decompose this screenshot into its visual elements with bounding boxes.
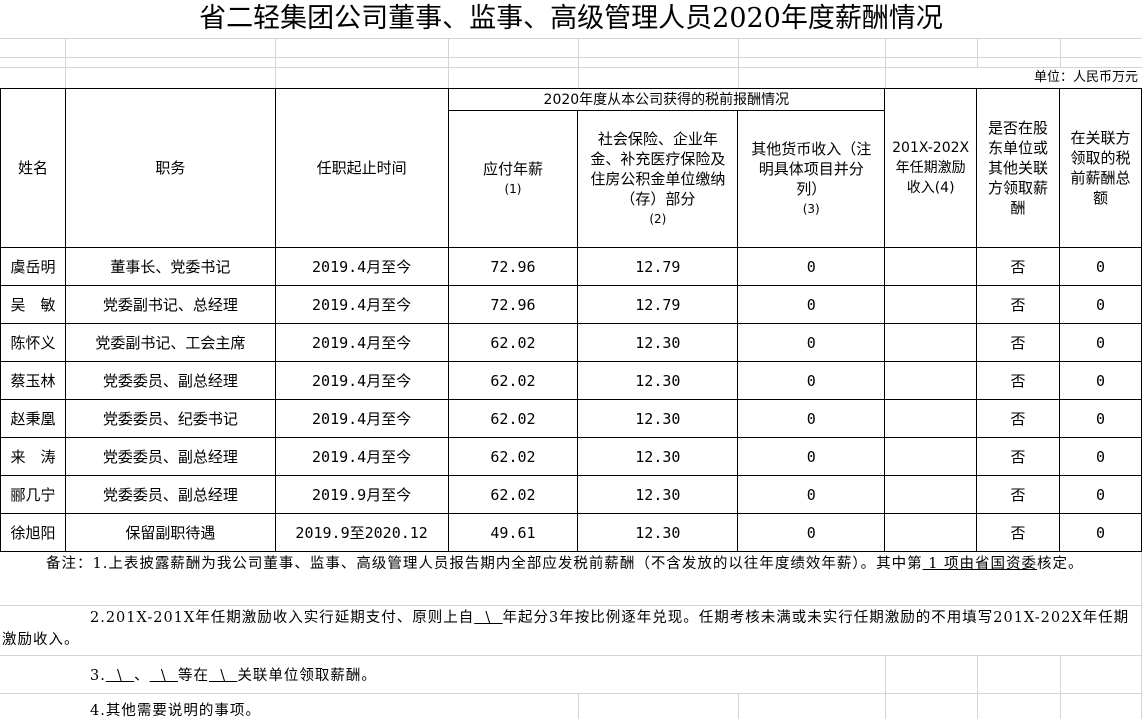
cell-name: 虞岳明 <box>0 247 66 286</box>
cell-term: 2019.4月至今 <box>274 399 449 438</box>
header-name: 姓名 <box>0 88 66 248</box>
cell-salary: 72.96 <box>447 247 579 286</box>
cell-salary: 49.61 <box>447 513 579 552</box>
cell-term: 2019.4月至今 <box>274 247 449 286</box>
cell-term: 2019.9至2020.12 <box>274 513 449 552</box>
cell-name: 陈怀义 <box>0 323 66 362</box>
cell-insurance: 12.30 <box>577 399 739 438</box>
cell-insurance: 12.79 <box>577 247 739 286</box>
unit-label: 单位：人民币万元 <box>1033 70 1138 85</box>
cell-shareholder: 否 <box>976 513 1061 552</box>
cell-other: 0 <box>737 437 886 476</box>
table-row: 虞岳明 董事长、党委书记 2019.4月至今 72.96 12.79 0 否 0 <box>0 247 1142 286</box>
cell-name: 徐旭阳 <box>0 513 66 552</box>
header-salary: 应付年薪 (1) <box>447 110 579 248</box>
cell-other: 0 <box>737 361 886 400</box>
header-group: 2020年度从本公司获得的税前报酬情况 <box>447 88 886 111</box>
header-insurance: 社会保险、企业年金、补充医疗保险及住房公积金单位缴纳（存）部分 (2) <box>577 110 739 248</box>
cell-other: 0 <box>737 399 886 438</box>
cell-incentive <box>884 285 978 324</box>
header-incentive: 201X-202X年任期激励收入(4) <box>884 88 978 248</box>
compensation-table: 姓名 职务 任职起止时间 2020年度从本公司获得的税前报酬情况 201X-20… <box>0 88 1142 552</box>
cell-name: 郦几宁 <box>0 475 66 514</box>
cell-term: 2019.4月至今 <box>274 361 449 400</box>
cell-related: 0 <box>1059 361 1142 400</box>
cell-related: 0 <box>1059 285 1142 324</box>
table-row: 来 涛党委委员、副总经理 2019.4月至今 62.02 12.30 0 否 0 <box>0 437 1142 476</box>
cell-insurance: 12.30 <box>577 437 739 476</box>
cell-shareholder: 否 <box>976 247 1061 286</box>
cell-related: 0 <box>1059 323 1142 362</box>
cell-related: 0 <box>1059 437 1142 476</box>
note-1: 备注：1.上表披露薪酬为我公司董事、监事、高级管理人员报告期内全部应发税前薪酬（… <box>46 556 1084 572</box>
note-4: 4.其他需要说明的事项。 <box>90 703 261 719</box>
cell-term: 2019.4月至今 <box>274 437 449 476</box>
cell-position: 保留副职待遇 <box>64 513 276 552</box>
cell-term: 2019.9月至今 <box>274 475 449 514</box>
cell-salary: 72.96 <box>447 285 579 324</box>
cell-insurance: 12.79 <box>577 285 739 324</box>
cell-other: 0 <box>737 513 886 552</box>
cell-shareholder: 否 <box>976 475 1061 514</box>
cell-shareholder: 否 <box>976 323 1061 362</box>
cell-name: 吴 敏 <box>0 285 66 324</box>
header-position: 职务 <box>64 88 276 248</box>
cell-position: 董事长、党委书记 <box>64 247 276 286</box>
note-2: 2.201X-201X年任期激励收入实行延期支付、原则上自 \ 年起分3年按比例… <box>2 610 1130 648</box>
cell-position: 党委委员、纪委书记 <box>64 399 276 438</box>
cell-related: 0 <box>1059 513 1142 552</box>
cell-insurance: 12.30 <box>577 323 739 362</box>
cell-incentive <box>884 247 978 286</box>
cell-salary: 62.02 <box>447 361 579 400</box>
cell-name: 赵秉凰 <box>0 399 66 438</box>
cell-other: 0 <box>737 247 886 286</box>
cell-shareholder: 否 <box>976 361 1061 400</box>
cell-name: 来 涛 <box>0 437 66 476</box>
cell-insurance: 12.30 <box>577 475 739 514</box>
cell-term: 2019.4月至今 <box>274 285 449 324</box>
cell-other: 0 <box>737 323 886 362</box>
table-row: 赵秉凰 党委委员、纪委书记 2019.4月至今 62.02 12.30 0 否 0 <box>0 399 1142 438</box>
page-title: 省二轻集团公司董事、监事、高级管理人员2020年度薪酬情况 <box>199 3 943 34</box>
table-row: 陈怀义 党委副书记、工会主席 2019.4月至今 62.02 12.30 0 否 0 <box>0 323 1142 362</box>
cell-salary: 62.02 <box>447 437 579 476</box>
cell-position: 党委副书记、工会主席 <box>64 323 276 362</box>
cell-incentive <box>884 513 978 552</box>
table-row: 吴 敏党委副书记、总经理 2019.4月至今 72.96 12.79 0 否 0 <box>0 285 1142 324</box>
cell-salary: 62.02 <box>447 475 579 514</box>
cell-incentive <box>884 437 978 476</box>
cell-incentive <box>884 475 978 514</box>
cell-shareholder: 否 <box>976 437 1061 476</box>
cell-insurance: 12.30 <box>577 361 739 400</box>
cell-position: 党委委员、副总经理 <box>64 475 276 514</box>
cell-salary: 62.02 <box>447 399 579 438</box>
cell-related: 0 <box>1059 475 1142 514</box>
cell-other: 0 <box>737 285 886 324</box>
cell-related: 0 <box>1059 399 1142 438</box>
cell-incentive <box>884 399 978 438</box>
cell-term: 2019.4月至今 <box>274 323 449 362</box>
cell-position: 党委委员、副总经理 <box>64 437 276 476</box>
table-row: 郦几宁 党委委员、副总经理 2019.9月至今 62.02 12.30 0 否 0 <box>0 475 1142 514</box>
cell-salary: 62.02 <box>447 323 579 362</box>
header-term: 任职起止时间 <box>274 88 449 248</box>
cell-position: 党委副书记、总经理 <box>64 285 276 324</box>
cell-name: 蔡玉林 <box>0 361 66 400</box>
header-related: 在关联方领取的税前薪酬总额 <box>1059 88 1142 248</box>
cell-other: 0 <box>737 475 886 514</box>
cell-related: 0 <box>1059 247 1142 286</box>
cell-incentive <box>884 361 978 400</box>
cell-position: 党委委员、副总经理 <box>64 361 276 400</box>
cell-shareholder: 否 <box>976 285 1061 324</box>
table-row: 徐旭阳 保留副职待遇 2019.9至2020.12 49.61 12.30 0 否 0 <box>0 513 1142 552</box>
table-row: 蔡玉林 党委委员、副总经理 2019.4月至今 62.02 12.30 0 否 0 <box>0 361 1142 400</box>
cell-incentive <box>884 323 978 362</box>
cell-shareholder: 否 <box>976 399 1061 438</box>
note-3: 3. \ 、 \ 等在 \ 关联单位领取薪酬。 <box>90 668 377 684</box>
cell-insurance: 12.30 <box>577 513 739 552</box>
header-shareholder: 是否在股东单位或其他关联方领取薪酬 <box>976 88 1061 248</box>
header-other: 其他货币收入（注明具体项目并分列） (3) <box>737 110 886 248</box>
